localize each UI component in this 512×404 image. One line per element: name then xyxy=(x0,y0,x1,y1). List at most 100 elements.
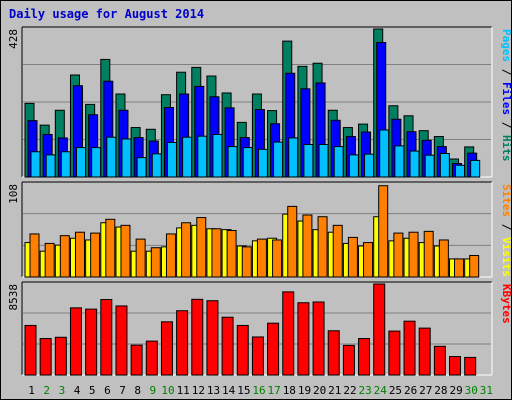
bar-pages-day-2 xyxy=(45,154,56,178)
bar-pages-day-17 xyxy=(273,141,284,178)
bar-sites-day-10 xyxy=(165,233,176,278)
day-label-28: 28 xyxy=(434,384,447,397)
bar-pages-day-7 xyxy=(121,138,132,178)
bar-pages-day-26 xyxy=(409,150,420,178)
bar-sites-day-30 xyxy=(469,254,480,278)
day-label-14: 14 xyxy=(222,384,236,397)
bar-pages-day-10 xyxy=(166,141,177,178)
panel-max-label: 428 xyxy=(7,29,20,49)
bar-kbytes-day-1 xyxy=(24,324,37,376)
bar-pages-day-21 xyxy=(333,146,344,178)
day-label-18: 18 xyxy=(283,384,296,397)
bar-pages-day-15 xyxy=(242,147,253,178)
bar-kbytes-day-19 xyxy=(297,302,310,376)
bar-kbytes-day-18 xyxy=(282,291,295,376)
bar-kbytes-day-3 xyxy=(54,336,67,376)
bar-pages-day-23 xyxy=(364,153,375,178)
bar-kbytes-day-28 xyxy=(433,345,446,376)
bar-pages-day-20 xyxy=(318,143,329,178)
bar-sites-day-22 xyxy=(347,236,358,278)
day-label-25: 25 xyxy=(389,384,402,397)
bar-pages-day-1 xyxy=(30,151,41,178)
bar-kbytes-day-20 xyxy=(312,301,325,376)
bar-sites-day-20 xyxy=(317,216,328,278)
bar-pages-day-14 xyxy=(227,146,238,178)
day-label-4: 4 xyxy=(74,384,81,397)
bar-sites-day-12 xyxy=(196,217,207,278)
bar-pages-day-3 xyxy=(60,151,71,178)
bar-pages-day-19 xyxy=(303,143,314,178)
bar-kbytes-day-10 xyxy=(160,321,173,376)
legend-part-0: Pages xyxy=(500,29,511,62)
day-label-21: 21 xyxy=(328,384,341,397)
bar-kbytes-day-12 xyxy=(191,298,204,376)
chart-title: Daily usage for August 2014 xyxy=(9,7,204,21)
bar-kbytes-day-17 xyxy=(267,322,280,376)
bar-kbytes-day-25 xyxy=(388,330,401,376)
bar-sites-day-6 xyxy=(105,218,116,278)
panel-max-label: 108 xyxy=(7,184,20,204)
bar-sites-day-1 xyxy=(29,233,40,278)
bar-kbytes-day-9 xyxy=(145,340,158,376)
bar-kbytes-day-26 xyxy=(403,320,416,376)
bar-pages-day-22 xyxy=(348,154,359,178)
legend-part-1: / xyxy=(500,217,511,237)
day-label-10: 10 xyxy=(161,384,174,397)
bar-sites-day-11 xyxy=(181,222,192,278)
day-label-16: 16 xyxy=(252,384,265,397)
bars-bot xyxy=(24,283,477,376)
legend-part-0: Sites xyxy=(500,184,511,217)
bar-kbytes-day-8 xyxy=(130,344,143,376)
bar-pages-day-18 xyxy=(288,137,299,178)
bar-sites-day-3 xyxy=(59,235,70,278)
bar-pages-day-12 xyxy=(197,135,208,178)
day-label-19: 19 xyxy=(298,384,311,397)
legend-part-2: Files xyxy=(500,82,511,115)
day-label-5: 5 xyxy=(89,384,96,397)
bar-pages-day-30 xyxy=(470,159,481,178)
bar-kbytes-day-14 xyxy=(221,316,234,376)
day-label-6: 6 xyxy=(104,384,111,397)
bar-kbytes-day-2 xyxy=(39,338,52,376)
day-label-22: 22 xyxy=(343,384,356,397)
bar-pages-day-5 xyxy=(91,147,102,178)
bar-kbytes-day-4 xyxy=(69,307,82,376)
bar-sites-day-16 xyxy=(256,238,267,278)
bar-pages-day-6 xyxy=(106,136,117,178)
day-label-23: 23 xyxy=(359,384,372,397)
day-label-31: 31 xyxy=(480,384,493,397)
bar-pages-day-27 xyxy=(424,154,435,178)
bar-sites-day-25 xyxy=(393,232,404,278)
bar-kbytes-day-15 xyxy=(236,324,249,376)
bar-kbytes-day-13 xyxy=(206,300,219,376)
bar-pages-day-9 xyxy=(151,153,162,178)
bar-sites-day-27 xyxy=(423,230,434,278)
day-label-3: 3 xyxy=(59,384,66,397)
bar-kbytes-day-16 xyxy=(251,336,264,376)
day-label-1: 1 xyxy=(28,384,35,397)
bar-sites-day-28 xyxy=(438,239,449,278)
bar-pages-day-28 xyxy=(439,152,450,178)
bar-kbytes-day-22 xyxy=(342,344,355,376)
day-label-17: 17 xyxy=(268,384,281,397)
bar-pages-day-4 xyxy=(75,147,86,178)
bar-kbytes-day-21 xyxy=(327,330,340,376)
bar-sites-day-17 xyxy=(272,239,283,278)
bar-kbytes-day-30 xyxy=(464,356,477,376)
bar-sites-day-2 xyxy=(44,242,55,278)
bar-sites-day-5 xyxy=(90,232,101,278)
x-axis-day-labels: 1 2 3 4 5 6 7 8 9 10 11 12 13 14 15 16 17 18 19 20 21 22 23 24 2… xyxy=(28,384,493,397)
panel-legend-label: Sites / Visits xyxy=(500,184,511,277)
day-label-7: 7 xyxy=(119,384,126,397)
day-label-26: 26 xyxy=(404,384,417,397)
bar-kbytes-day-27 xyxy=(418,327,431,376)
panel-legend-label: Pages / Files / Hits xyxy=(500,29,511,162)
bar-kbytes-day-11 xyxy=(176,310,189,376)
day-label-9: 9 xyxy=(150,384,157,397)
day-label-20: 20 xyxy=(313,384,326,397)
bar-sites-day-23 xyxy=(363,242,374,278)
bar-kbytes-day-23 xyxy=(358,338,371,376)
bar-sites-day-9 xyxy=(150,247,161,278)
bar-sites-day-14 xyxy=(226,230,237,278)
